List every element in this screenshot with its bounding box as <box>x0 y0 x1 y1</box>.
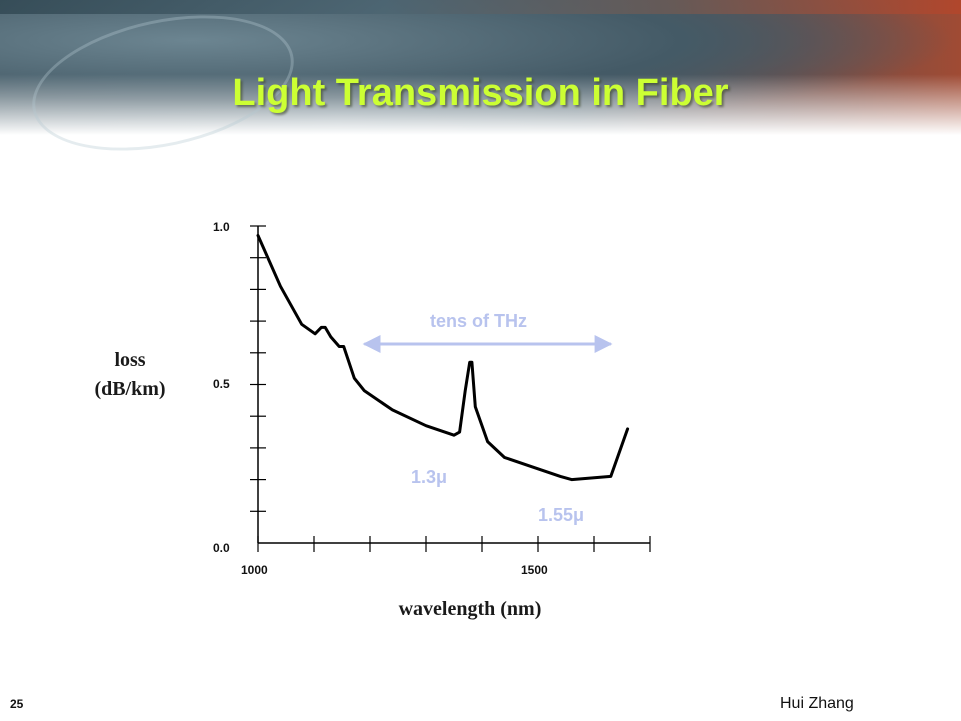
window-1-55-annotation: 1.55μ <box>538 505 585 525</box>
header-banner <box>0 0 961 173</box>
bandwidth-annotation: tens of THz <box>430 311 527 331</box>
loss-curve-series-1 <box>256 234 630 482</box>
y-tick-label: 1.0 <box>213 220 230 234</box>
window-1-3-annotation: 1.3μ <box>411 467 448 487</box>
axes <box>250 225 651 552</box>
y-tick-label: 0.0 <box>213 541 230 555</box>
y-axis-label-line2: (dB/km) <box>94 378 166 400</box>
x-axis-label: wavelength (nm) <box>398 598 542 620</box>
y-axis-label-line1: loss <box>114 349 146 371</box>
series-layer <box>256 234 630 482</box>
y-tick-label: 0.5 <box>213 377 230 391</box>
slide-title: Light Transmission in Fiber <box>232 72 729 114</box>
page-number: 25 <box>10 697 24 711</box>
banner-strip <box>0 0 961 14</box>
y-axis-label: loss (dB/km) <box>70 346 190 404</box>
author-name: Hui Zhang <box>780 695 854 712</box>
x-tick-label: 1000 <box>241 563 268 577</box>
x-tick-label: 1500 <box>521 563 548 577</box>
